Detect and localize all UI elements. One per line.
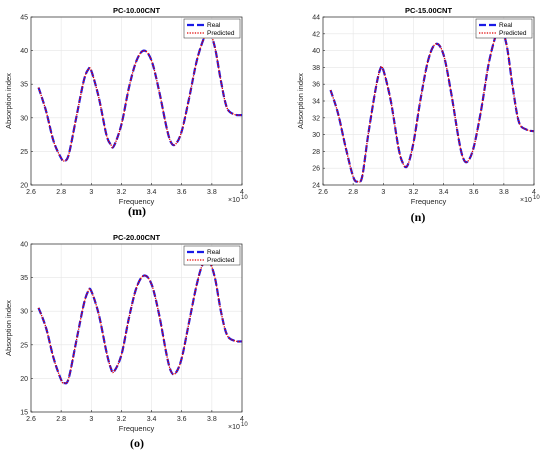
x-tick-label: 3.6 [177, 189, 187, 196]
y-tick-label: 40 [20, 242, 28, 249]
y-tick-label: 28 [312, 149, 320, 156]
y-tick-label: 20 [20, 183, 28, 190]
chart-panel-1: 2.6 2.8 3 3.2 3.4 3.6 3.8 4 24 26 28 30 32 34 36 38 40 42… [296, 6, 540, 224]
y-tick-label: 42 [312, 31, 320, 38]
x-tick-label: 2.6 [26, 416, 36, 423]
y-tick-label: 45 [20, 15, 28, 22]
x-tick-label: 3.2 [117, 189, 127, 196]
x-tick-label: 3.8 [207, 416, 217, 423]
y-tick-label: 30 [20, 309, 28, 316]
subfigure-label: (o) [130, 436, 144, 450]
subfigure-label: (m) [128, 204, 146, 218]
y-tick-label: 24 [312, 183, 320, 190]
y-tick-label: 20 [20, 376, 28, 383]
x-tick-label: 3.4 [439, 189, 449, 196]
series-line-predicted [329, 25, 535, 183]
x-exponent-power: 10 [533, 195, 540, 201]
y-axis-label: Absorption index [4, 73, 13, 129]
plot-frame [30, 243, 243, 413]
y-tick-label: 15 [20, 410, 28, 417]
y-axis-label: Absorption index [4, 300, 13, 356]
x-tick-label: 2.8 [348, 189, 358, 196]
x-exponent-power: 10 [241, 195, 248, 201]
y-tick-label: 40 [312, 48, 320, 55]
y-tick-label: 26 [312, 166, 320, 173]
y-tick-label: 25 [20, 342, 28, 349]
x-tick-label: 2.6 [318, 189, 328, 196]
chart-title: PC-10.00CNT [113, 6, 161, 15]
x-exponent: ×10 [520, 197, 532, 204]
chart-panel-0: 2.6 2.8 3 3.2 3.4 3.6 3.8 4 20 25 30 35 40 45 ×10 10 PC-… [4, 6, 248, 218]
y-tick-label: 30 [312, 132, 320, 139]
y-tick-label: 35 [20, 82, 28, 89]
x-tick-label: 3 [89, 416, 93, 423]
x-tick-label: 3.8 [499, 189, 509, 196]
y-tick-label: 35 [20, 275, 28, 282]
legend-label: Real [207, 249, 221, 256]
x-tick-label: 4 [532, 189, 536, 196]
legend-label: Real [499, 22, 513, 29]
y-tick-label: 25 [20, 149, 28, 156]
y-tick-label: 36 [312, 82, 320, 89]
y-tick-label: 32 [312, 115, 320, 122]
legend-label: Predicted [499, 30, 527, 37]
x-axis-label: Frequency [119, 424, 155, 433]
x-tick-label: 2.8 [56, 416, 66, 423]
y-tick-label: 30 [20, 115, 28, 122]
chart-title: PC-15.00CNT [405, 6, 453, 15]
x-tick-label: 3.2 [409, 189, 419, 196]
x-tick-label: 3.8 [207, 189, 217, 196]
plot-frame [30, 16, 243, 186]
series-line-predicted [37, 259, 243, 384]
series-line-real [37, 28, 243, 163]
legend-label: Predicted [207, 257, 235, 264]
x-tick-label: 2.6 [26, 189, 36, 196]
y-tick-label: 34 [312, 99, 320, 106]
legend-label: Predicted [207, 30, 235, 37]
x-tick-label: 4 [240, 416, 244, 423]
y-tick-label: 38 [312, 65, 320, 72]
x-tick-label: 3.2 [117, 416, 127, 423]
x-tick-label: 3.6 [177, 416, 187, 423]
subfigure-label: (n) [411, 210, 426, 224]
series-line-predicted [37, 29, 243, 162]
x-tick-label: 3.4 [147, 189, 157, 196]
x-tick-label: 4 [240, 189, 244, 196]
x-exponent: ×10 [228, 424, 240, 431]
y-tick-label: 40 [20, 48, 28, 55]
y-tick-label: 44 [312, 15, 320, 22]
x-exponent: ×10 [228, 197, 240, 204]
x-exponent-power: 10 [241, 422, 248, 428]
x-tick-label: 3.6 [469, 189, 479, 196]
x-axis-label: Frequency [411, 197, 447, 206]
x-tick-label: 3 [381, 189, 385, 196]
x-tick-label: 3 [89, 189, 93, 196]
chart-panel-2: 2.6 2.8 3 3.2 3.4 3.6 3.8 4 15 20 25 30 35 40 ×10 10 PC-… [4, 233, 248, 450]
y-axis-label: Absorption index [296, 73, 305, 129]
legend-label: Real [207, 22, 221, 29]
chart-title: PC-20.00CNT [113, 233, 161, 242]
x-tick-label: 2.8 [56, 189, 66, 196]
x-tick-label: 3.4 [147, 416, 157, 423]
x-axis-label: Frequency [119, 197, 155, 206]
